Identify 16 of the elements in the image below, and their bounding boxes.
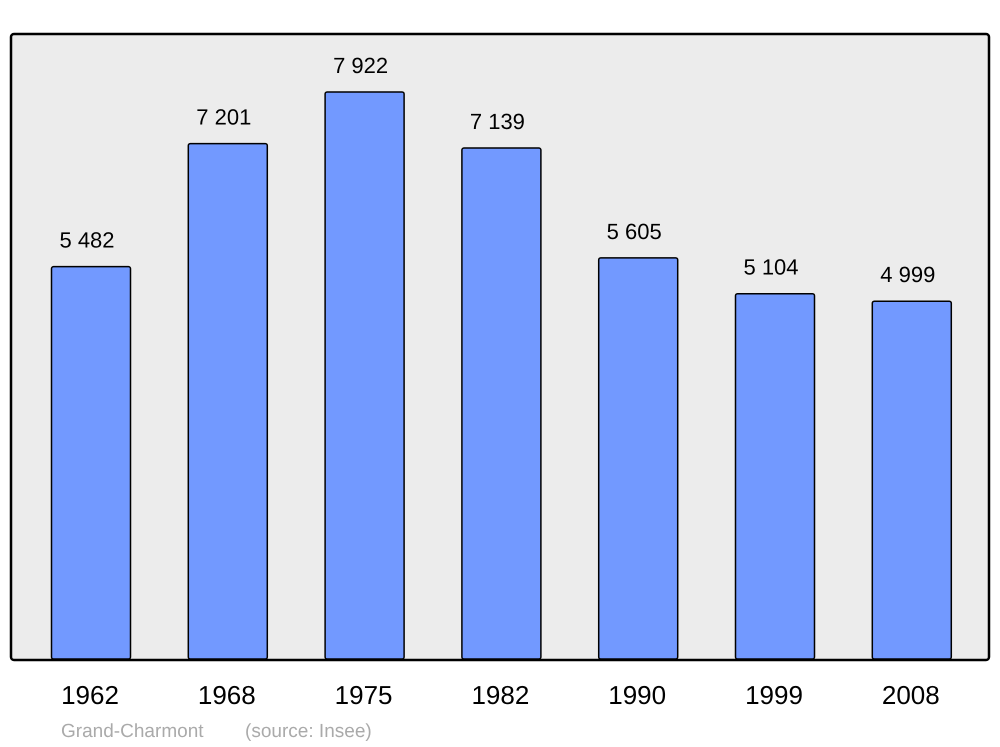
x-tick-label: 2008 [882, 680, 940, 710]
data-label: 5 482 [59, 228, 115, 253]
text: Grand-Charmont [61, 721, 204, 742]
x-tick-label: 1975 [334, 680, 393, 710]
x-tick-label: 1982 [471, 680, 530, 710]
x-tick-label: 1999 [745, 680, 803, 710]
data-label: 7 139 [470, 109, 525, 134]
x-tick-label: 1968 [198, 680, 256, 710]
x-tick-label: 1990 [608, 680, 666, 710]
data-label: 7 201 [196, 104, 252, 130]
data-label: 5 605 [606, 218, 662, 244]
data-label: 7 922 [333, 53, 388, 78]
data-label: 5 104 [743, 254, 799, 280]
text: (source: Insee) [245, 721, 372, 742]
x-tick-label: 1962 [61, 680, 119, 710]
data-label: 4 999 [880, 262, 936, 288]
